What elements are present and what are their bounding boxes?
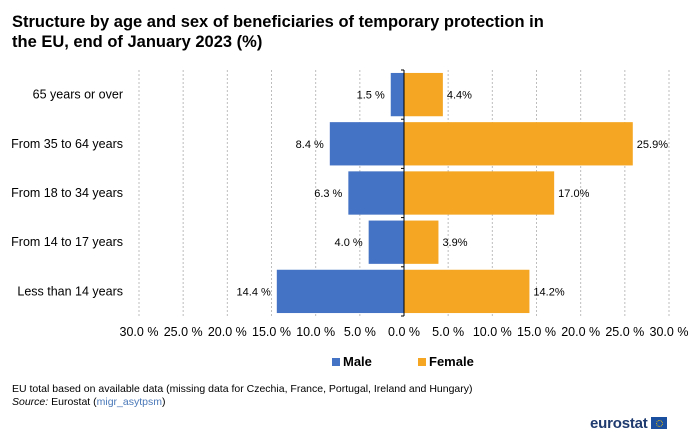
footer-source: Source: Eurostat (migr_asytpsm)	[12, 396, 165, 409]
bar-female	[404, 269, 530, 314]
data-label-female: 4.4%	[447, 90, 472, 102]
bar-male	[348, 171, 404, 215]
source-code-link[interactable]: migr_asytpsm	[96, 396, 162, 408]
data-label-male: 14.4 %	[237, 286, 271, 298]
data-label-female: 25.9%	[637, 139, 668, 151]
tick-label: 5.0 %	[344, 325, 376, 339]
category-label: From 18 to 34 years	[11, 186, 123, 200]
tick-label: 0.0 %	[388, 325, 420, 339]
legend-label-male: Male	[343, 354, 372, 369]
category-label: From 35 to 64 years	[11, 137, 123, 151]
tick-label: 25.0 %	[605, 325, 644, 339]
category-label: From 14 to 17 years	[11, 235, 123, 249]
source-label: Source:	[12, 396, 49, 408]
source-close: )	[161, 396, 166, 408]
tick-label: 30.0 %	[120, 325, 159, 339]
data-label-male: 1.5 %	[357, 90, 385, 102]
tick-label: 5.0 %	[432, 325, 464, 339]
bar-female	[404, 220, 439, 264]
eurostat-logo: eurostat	[590, 412, 667, 434]
tick-label: 20.0 %	[208, 325, 247, 339]
tick-label: 10.0 %	[473, 325, 512, 339]
bar-male	[390, 72, 404, 117]
bar-male	[276, 269, 404, 314]
bar-female	[404, 72, 443, 117]
bar-female	[404, 122, 633, 166]
legend-swatch-male	[332, 358, 340, 366]
bar-male	[329, 122, 404, 166]
logo-text: eurostat	[590, 414, 648, 432]
bar-female	[404, 171, 555, 215]
source-text: Eurostat (	[48, 396, 97, 408]
tick-label: 20.0 %	[561, 325, 600, 339]
data-label-male: 6.3 %	[314, 188, 342, 200]
data-label-male: 8.4 %	[296, 139, 324, 151]
eu-flag-icon	[650, 417, 667, 429]
tick-label: 25.0 %	[164, 325, 203, 339]
tick-label: 15.0 %	[252, 325, 291, 339]
bar-male	[368, 220, 404, 264]
footer-note: EU total based on available data (missin…	[12, 383, 473, 395]
category-label: 65 years or over	[33, 88, 123, 102]
tick-label: 15.0 %	[517, 325, 556, 339]
data-label-female: 17.0%	[558, 188, 589, 200]
data-label-female: 14.2%	[533, 286, 564, 298]
tick-label: 10.0 %	[296, 325, 335, 339]
legend-swatch-female	[418, 358, 426, 366]
category-label: Less than 14 years	[17, 284, 123, 298]
page-title: Structure by age and sex of beneficiarie…	[12, 13, 544, 51]
tick-label: 30.0 %	[650, 325, 689, 339]
legend-label-female: Female	[429, 354, 474, 369]
data-label-male: 4.0 %	[335, 237, 363, 249]
data-label-female: 3.9%	[442, 237, 467, 249]
